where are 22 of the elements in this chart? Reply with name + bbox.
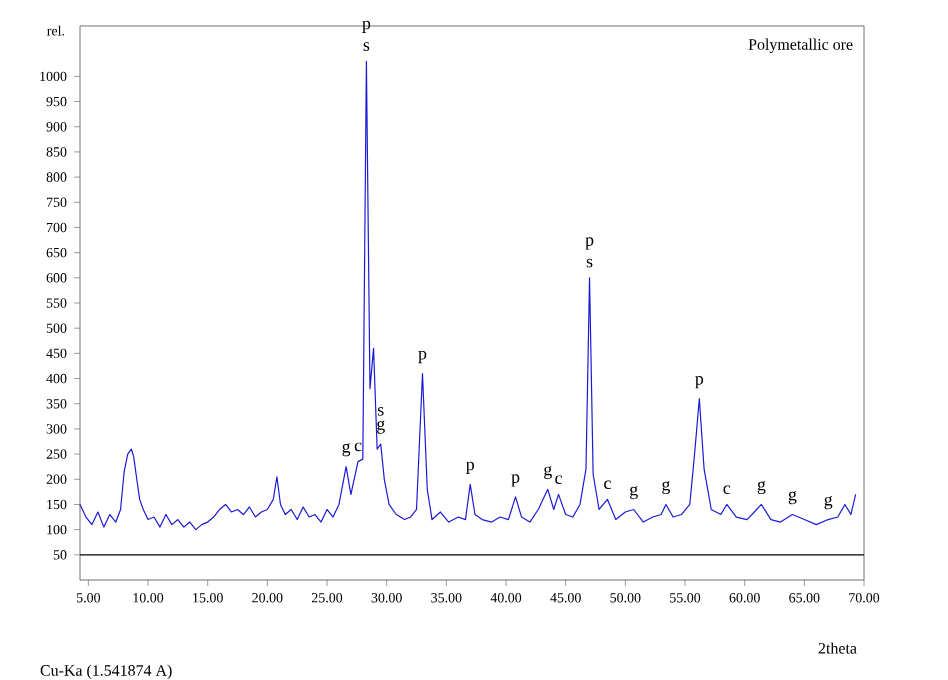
annotation: g	[824, 496, 833, 510]
annotation: c	[604, 480, 611, 490]
annotation: p	[585, 237, 594, 250]
annotation: g	[788, 491, 797, 505]
annotation: p	[511, 474, 520, 487]
annotation: g	[544, 465, 552, 479]
annotation: g	[342, 443, 351, 457]
annotation: p	[418, 350, 427, 364]
annotation: p	[695, 376, 704, 389]
annotation: s	[586, 258, 593, 268]
annotation: s	[363, 42, 370, 51]
annotation: g	[662, 481, 671, 495]
annotation: g	[377, 420, 385, 434]
annotation: s	[377, 407, 384, 416]
line-series	[79, 60, 857, 531]
annotation: p	[362, 20, 371, 33]
annotation: g	[757, 481, 766, 495]
annotation: c	[354, 442, 362, 452]
annotation: c	[555, 475, 562, 485]
annotation: g	[630, 486, 638, 500]
annotation: c	[723, 485, 731, 495]
annotation: p	[466, 461, 475, 474]
